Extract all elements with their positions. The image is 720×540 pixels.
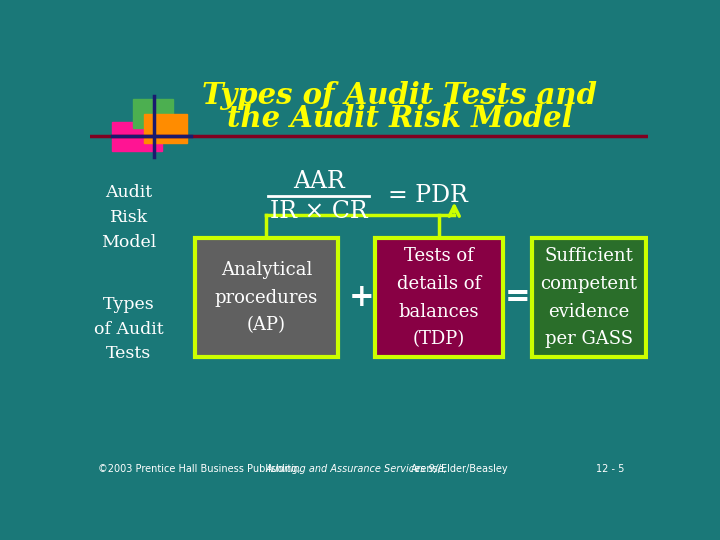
Bar — [532, 238, 647, 357]
Bar — [194, 238, 338, 357]
Text: IR × CR: IR × CR — [270, 200, 367, 222]
Text: the Audit Risk Model: the Audit Risk Model — [227, 104, 573, 133]
Text: Analytical
procedures
(AP): Analytical procedures (AP) — [215, 261, 318, 334]
Text: Types of Audit Tests and: Types of Audit Tests and — [202, 81, 598, 110]
Text: = PDR: = PDR — [388, 184, 468, 207]
Text: Arens/Elder/Beasley: Arens/Elder/Beasley — [411, 464, 508, 475]
Bar — [132, 99, 173, 128]
Text: Tests of
details of
balances
(TDP): Tests of details of balances (TDP) — [397, 247, 481, 348]
Text: AAR: AAR — [293, 170, 344, 193]
Text: 12 - 5: 12 - 5 — [596, 464, 625, 475]
Text: ©2003 Prentice Hall Business Publishing,: ©2003 Prentice Hall Business Publishing, — [98, 464, 300, 475]
Bar — [112, 122, 162, 151]
Bar — [144, 114, 187, 143]
Bar — [375, 238, 503, 357]
Text: =: = — [505, 282, 531, 313]
Text: +: + — [348, 282, 374, 313]
Text: Auditing and Assurance Services 9/e,: Auditing and Assurance Services 9/e, — [265, 464, 447, 475]
Text: Types
of Audit
Tests: Types of Audit Tests — [94, 296, 163, 362]
Text: Sufficient
competent
evidence
per GASS: Sufficient competent evidence per GASS — [541, 247, 638, 348]
Text: Audit
Risk
Model: Audit Risk Model — [101, 184, 156, 251]
